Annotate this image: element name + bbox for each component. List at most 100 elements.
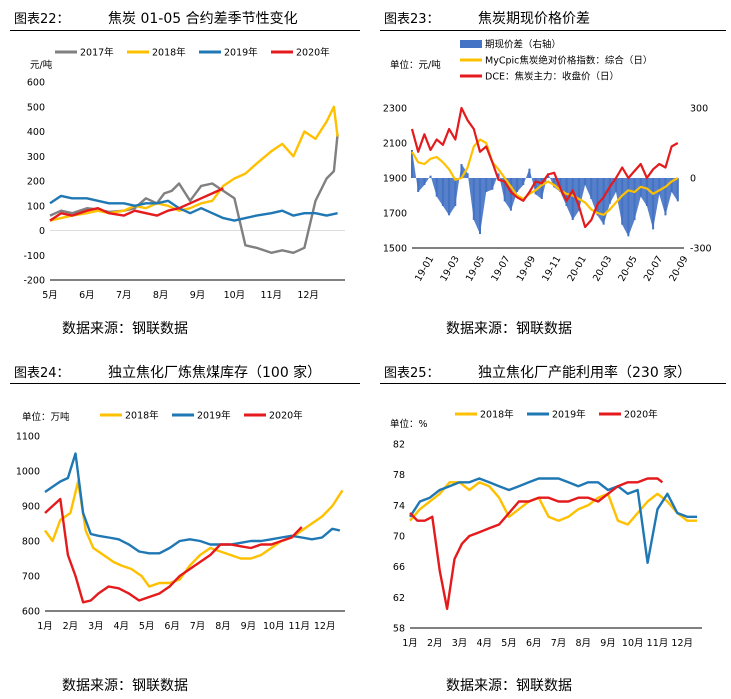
y-tick-label: 800: [22, 537, 40, 548]
spread-bar: [670, 178, 673, 192]
x-tick-label: 7月: [551, 638, 567, 649]
spread-bar: [485, 178, 488, 192]
chart24-svg: 单位：万吨 600 700 800 900 1000 1100 1月 2月 3月 4月 5月 6月 7月 8…: [16, 410, 345, 632]
y-tick-label: 74: [393, 501, 405, 512]
y-axis-unit: 元/吨: [30, 59, 53, 71]
x-tick-label: 8月: [575, 638, 591, 649]
legend-label: 2017年: [80, 47, 114, 59]
y-axis-unit: 单位：元/吨: [390, 59, 441, 71]
x-tick-label: 4月: [476, 638, 492, 649]
spread-bar: [577, 178, 580, 211]
legend-swatch: [460, 40, 482, 48]
spread-bar: [571, 178, 574, 220]
series-line-2019年: [408, 477, 698, 565]
x-tick-label: 19-01: [413, 254, 436, 283]
spread-bar: [417, 178, 420, 192]
spread-bar: [448, 178, 451, 216]
y-tick-label: -100: [23, 251, 45, 262]
x-tick-label: 19-05: [464, 254, 487, 283]
x-tick-label: 19-09: [515, 254, 538, 283]
x-tick-label: 12月: [314, 621, 336, 632]
spread-bar: [559, 178, 562, 192]
spread-bar: [608, 178, 611, 204]
legend-label: 2018年: [152, 47, 186, 59]
spread-bar: [497, 173, 500, 178]
x-tick-label: 4月: [113, 621, 129, 632]
legend-label: 2018年: [125, 410, 159, 422]
x-tick-label: 9月: [241, 621, 257, 632]
y-tick-label: 300: [27, 152, 45, 163]
spread-bar: [435, 178, 438, 197]
legend-label: DCE：焦炭主力：收盘价（日）: [485, 71, 619, 83]
spread-bar: [479, 178, 481, 234]
legend-label: 2019年: [552, 409, 586, 421]
spread-bar: [411, 150, 413, 178]
x-tick-label: 8月: [215, 621, 231, 632]
spread-bar: [652, 178, 655, 230]
y-tick-label: 600: [27, 78, 45, 89]
legend-label: 期现价差（右轴）: [485, 39, 561, 51]
y-tick-label: 400: [27, 127, 45, 138]
chart24-source: 数据来源：钢联数据: [62, 678, 188, 694]
y-tick-label: 2100: [383, 139, 407, 150]
series-line-2020年: [49, 187, 224, 222]
spread-bar: [522, 178, 525, 185]
spread-bar: [633, 178, 636, 220]
y2-tick-label: 300: [690, 104, 708, 115]
x-tick-label: 3月: [452, 638, 468, 649]
chart23-title-rule: [380, 30, 726, 31]
chart23-title: 焦炭期现价格价差: [478, 11, 590, 27]
x-tick-label: 5月: [42, 290, 58, 301]
chart24-title: 独立焦化厂炼焦煤库存（100 家）: [108, 365, 322, 381]
x-tick-label: 19-11: [540, 254, 563, 283]
spread-bar: [472, 178, 475, 220]
y-tick-label: 2300: [383, 104, 407, 115]
x-tick-label: 6月: [79, 290, 95, 301]
spread-bar: [516, 178, 519, 192]
chart22-source: 数据来源：钢联数据: [62, 321, 188, 337]
y-tick-label: 82: [393, 440, 405, 451]
x-tick-label: 19-07: [489, 254, 512, 283]
spread-bar: [553, 178, 556, 188]
y-tick-label: 62: [393, 593, 405, 604]
series-line-2020年: [44, 497, 303, 604]
y-tick-label: 1100: [16, 432, 40, 443]
spread-bar: [590, 178, 593, 199]
y-tick-label: 1500: [383, 244, 407, 255]
x-tick-label: 8月: [153, 290, 169, 301]
spread-bar: [645, 178, 648, 206]
spread-bar: [534, 178, 537, 195]
x-tick-label: 6月: [164, 621, 180, 632]
chart25-source: 数据来源：钢联数据: [446, 678, 572, 694]
chart23-source: 数据来源：钢联数据: [446, 321, 572, 337]
spread-bar: [441, 178, 444, 206]
spread-bar: [423, 178, 426, 185]
x-tick-label: 1月: [402, 638, 418, 649]
x-tick-label: 2月: [63, 621, 79, 632]
x-tick-label: 7月: [190, 621, 206, 632]
series-line-2018年: [49, 105, 339, 222]
legend-label: 2019年: [224, 47, 258, 59]
spread-bar: [621, 178, 624, 225]
x-tick-label: 5月: [501, 638, 517, 649]
spread-bar: [676, 178, 679, 202]
y-axis-unit: 单位：万吨: [22, 411, 70, 423]
spread-bar: [503, 178, 506, 202]
series-spread-area: [412, 150, 678, 237]
spread-bar: [615, 178, 617, 192]
x-tick-label: 3月: [88, 621, 104, 632]
x-tick-label: 10月: [263, 621, 285, 632]
spread-bar: [454, 178, 457, 206]
y-tick-label: 1700: [383, 209, 407, 220]
x-tick-label: 11月: [288, 621, 310, 632]
chart22-svg: 元/吨 -200 -100 0 100 200 300 400 500 600 5月 6月 7月 8月 9月…: [23, 47, 345, 301]
chart23-label: 图表23：: [384, 12, 440, 27]
y-tick-label: 58: [393, 624, 405, 635]
chart24-label: 图表24：: [14, 366, 70, 381]
series-line-2019年: [44, 452, 341, 555]
y-tick-label: 100: [27, 201, 45, 212]
chart22-title-rule: [10, 30, 360, 31]
y-tick-label: 78: [393, 470, 405, 481]
spread-bar: [565, 178, 568, 206]
